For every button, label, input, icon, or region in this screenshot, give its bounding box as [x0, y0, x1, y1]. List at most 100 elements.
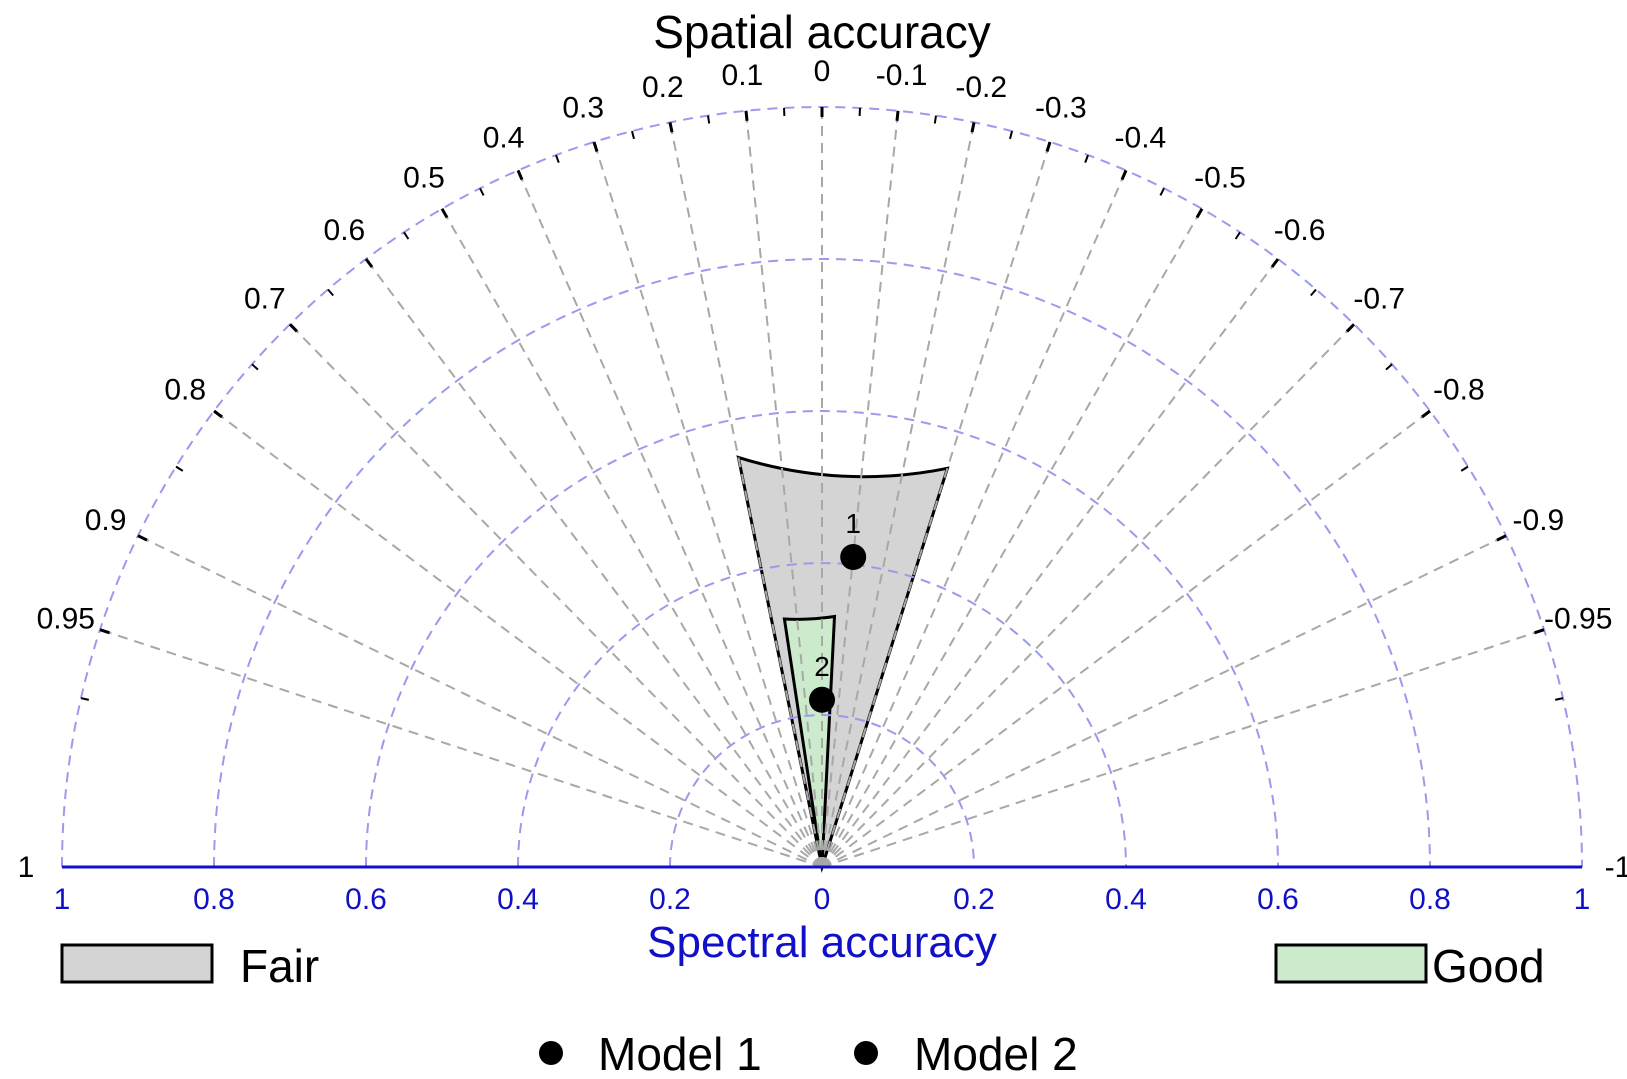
angular-tick-7	[1120, 169, 1128, 181]
legend-swatch-fair	[60, 943, 214, 984]
angular-grid-line-17	[365, 258, 823, 868]
angular-tick-label-15: 0.4	[483, 122, 525, 155]
angular-tick-label-22: 1	[18, 851, 35, 884]
angular-tick-18	[288, 323, 299, 333]
x-axis-label: Spectral accuracy	[647, 918, 997, 967]
angular-minor-tick-16	[327, 288, 334, 297]
angular-tick-20	[137, 534, 148, 542]
angular-minor-tick-11	[707, 115, 711, 124]
radial-tick-label-right-4: 0.8	[1409, 883, 1451, 916]
angular-minor-tick-8	[933, 115, 937, 124]
angular-minor-tick-2	[1385, 363, 1393, 371]
angular-minor-tick-14	[479, 187, 485, 196]
angular-tick-label-6: -0.5	[1194, 162, 1246, 195]
angular-grid-line-1	[821, 628, 1545, 868]
angular-grid-line-14	[593, 141, 823, 868]
angular-tick-label-21: 0.95	[37, 602, 95, 635]
angular-grid-line-16	[441, 208, 823, 868]
points-layer: 12	[809, 508, 867, 713]
angular-minor-tick-17	[251, 363, 259, 371]
angular-minor-tick-12	[631, 130, 635, 140]
point-marker-1	[840, 544, 867, 570]
legend-marker-model-1	[539, 1041, 563, 1065]
angular-tick-label-16: 0.5	[403, 162, 445, 195]
angular-tick-label-1: -0.95	[1544, 602, 1612, 635]
angular-tick-4	[1345, 323, 1356, 333]
radial-tick-label-left-3: 0.4	[497, 883, 539, 916]
angular-tick-label-19: 0.8	[164, 373, 206, 406]
radial-tick-label-left-2: 0.6	[345, 883, 387, 916]
radial-tick-label-right-1: 0.2	[953, 883, 995, 916]
angular-tick-5	[1270, 258, 1280, 268]
angular-tick-label-10: -0.1	[876, 59, 928, 92]
point-marker-2	[809, 686, 835, 713]
angular-tick-19	[213, 409, 223, 419]
angular-tick-label-20: 0.9	[85, 504, 127, 537]
angular-tick-3	[1421, 409, 1431, 419]
angular-grid-line-18	[289, 323, 823, 868]
angular-grid-line-3	[821, 410, 1431, 868]
angular-grid-line-20	[137, 534, 823, 868]
legend-label-model-2: Model 2	[914, 1028, 1078, 1079]
angular-minor-tick-13	[555, 154, 560, 163]
point-label-1: 1	[845, 508, 861, 539]
angular-tick-label-9: -0.2	[955, 71, 1007, 104]
angular-tick-21	[99, 628, 110, 635]
angular-grid-line-2	[821, 534, 1507, 868]
angular-minor-tick-18	[175, 465, 184, 472]
angular-tick-label-7: -0.4	[1115, 122, 1167, 155]
angular-tick-2	[1496, 534, 1507, 542]
radial-grid-arc-1	[517, 562, 1127, 868]
radial-tick-label-left-0: 1	[54, 883, 71, 916]
radial-grid-arc-2	[365, 410, 1279, 868]
radial-tick-label-right-3: 0.6	[1257, 883, 1299, 916]
point-label-2: 2	[814, 651, 830, 682]
angular-grid-line-12	[745, 110, 823, 868]
angular-tick-label-13: 0.2	[642, 71, 684, 104]
angular-tick-10	[895, 110, 900, 121]
angular-tick-label-4: -0.7	[1353, 283, 1405, 316]
legend-label-fair: Fair	[240, 940, 319, 992]
angular-tick-6	[1195, 208, 1204, 219]
angular-tick-label-11: 0	[814, 55, 831, 88]
radial-grid-arc-0	[669, 714, 975, 868]
legend: Fair Good Model 1 Model 2	[60, 940, 1545, 1079]
angular-grid-line-8	[821, 141, 1051, 868]
angular-minor-tick-6	[1084, 154, 1089, 163]
angular-tick-12	[744, 110, 749, 121]
angular-minor-tick-19	[1554, 697, 1564, 701]
angular-tick-15	[516, 169, 524, 181]
angular-minor-tick-3	[1310, 288, 1317, 297]
angular-grid-line-19	[213, 410, 823, 868]
angular-minor-tick-15	[403, 231, 410, 240]
angular-grid-line-13	[669, 122, 823, 868]
radial-tick-label-right-5: 1	[1574, 883, 1591, 916]
axis-layer: -1 -0.95 -0.9 -0.8 -0.7 -0.6 -0.5 -0.4 -0.3 -0.2-…	[18, 55, 1627, 916]
angular-tick-label-0: -1	[1605, 851, 1627, 884]
angular-tick-14	[592, 141, 599, 152]
angular-grid-line-5	[821, 258, 1279, 868]
angular-tick-16	[440, 208, 449, 219]
angular-tick-label-2: -0.9	[1513, 504, 1565, 537]
legend-marker-model-2	[854, 1041, 878, 1065]
angular-tick-label-8: -0.3	[1035, 92, 1087, 125]
angular-minor-tick-0	[1536, 628, 1545, 634]
angular-grid-line-21	[99, 628, 823, 868]
grid-layer	[61, 106, 1583, 868]
angular-tick-label-14: 0.3	[562, 92, 604, 125]
radial-tick-label-left-1: 0.8	[193, 883, 235, 916]
angular-tick-8	[1045, 141, 1052, 152]
angular-tick-17	[364, 258, 374, 268]
angular-minor-tick-1	[1460, 465, 1469, 472]
angular-grid-line-6	[821, 208, 1203, 868]
angular-grid-line-10	[821, 110, 899, 868]
chart-title: Spatial accuracy	[653, 6, 991, 58]
legend-swatch-good	[1274, 943, 1428, 984]
radial-tick-label-left-4: 0.2	[649, 883, 691, 916]
angular-tick-9	[970, 122, 976, 133]
angular-tick-label-5: -0.6	[1274, 214, 1326, 247]
angular-tick-13	[668, 122, 674, 133]
legend-label-good: Good	[1432, 940, 1545, 992]
legend-label-model-1: Model 1	[598, 1028, 762, 1079]
